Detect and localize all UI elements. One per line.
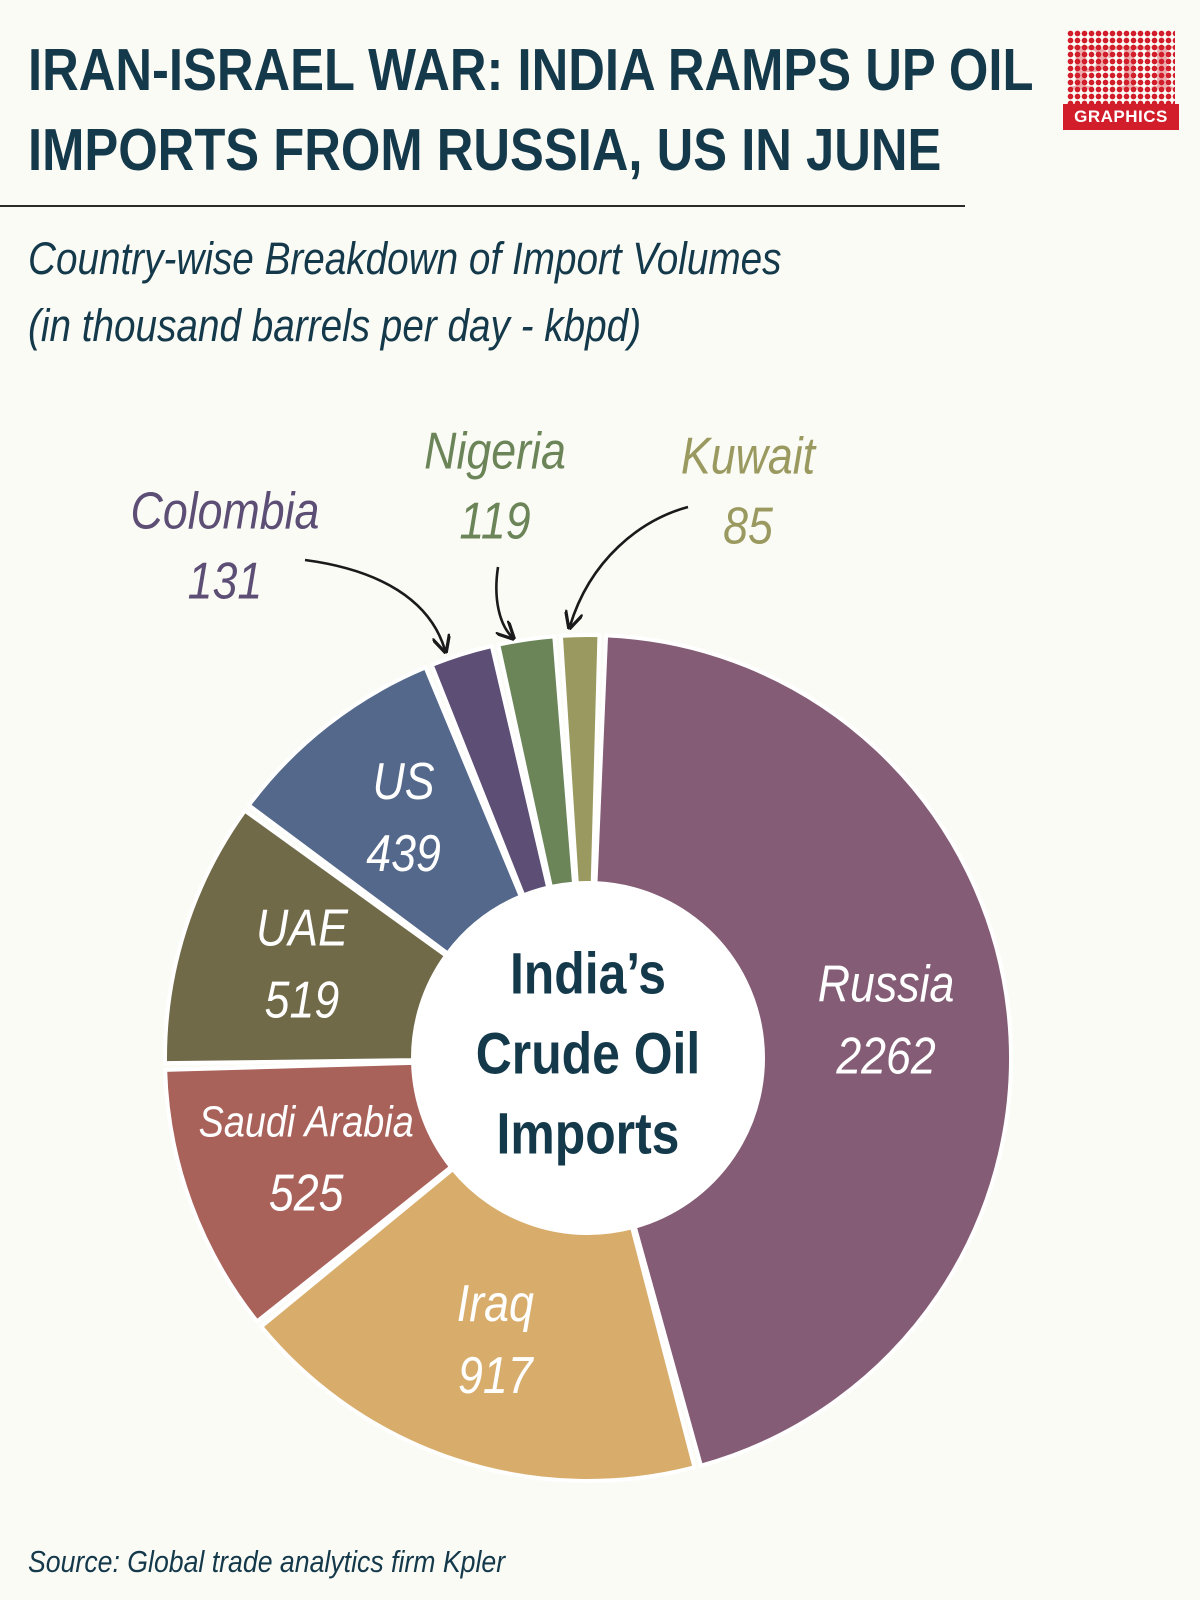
slice-labels: Russia 2262 Iraq 917 Saudi Arabia 525 UAE 519 US… <box>131 423 955 1405</box>
center-label: India’s Crude Oil Imports <box>415 885 761 1231</box>
slice-colombia <box>429 644 551 898</box>
slice-uae <box>163 808 449 1066</box>
center-label-line: India’s <box>510 942 666 1006</box>
chart-subtitle-line2: (in thousand barrels per day - kbpd) <box>28 300 642 351</box>
graphics-badge: GRAPHICS <box>1063 104 1179 130</box>
slice-label-nigeria: Nigeria <box>424 423 566 481</box>
slice-value-nigeria: 119 <box>459 493 530 551</box>
slice-value-kuwait: 85 <box>723 498 774 556</box>
slice-value-colombia: 131 <box>188 553 263 611</box>
slice-russia <box>593 633 1013 1468</box>
slice-value-iraq: 917 <box>458 1347 534 1405</box>
chart-subtitle: Country-wise Breakdown of Import Volumes… <box>28 225 888 359</box>
slice-label-uae: UAE <box>256 899 349 957</box>
title-divider <box>0 205 965 207</box>
source-note: Source: Global trade analytics firm Kple… <box>28 1544 506 1579</box>
callout-arrow-colombia <box>304 558 445 650</box>
slice-value-saudi-arabia: 525 <box>269 1165 345 1223</box>
slice-label-saudi-arabia: Saudi Arabia <box>199 1097 414 1146</box>
pti-graphics-logo: PTI GRAPHICS <box>1063 30 1179 130</box>
slice-label-russia: Russia <box>818 956 955 1014</box>
center-label-line: Crude Oil <box>476 1022 700 1086</box>
chart-subtitle-line1: Country-wise Breakdown of Import Volumes <box>28 233 782 284</box>
callout-arrows <box>304 505 689 650</box>
slice-value-uae: 519 <box>265 971 340 1029</box>
slice-saudi-arabia <box>163 1060 454 1324</box>
slice-iraq <box>259 1167 697 1483</box>
chart-title: IRAN-ISRAEL WAR: INDIA RAMPS UP OIL IMPO… <box>28 30 1033 190</box>
callout-arrow-kuwait <box>570 505 689 626</box>
pti-logo-letters: PTI <box>1068 31 1175 104</box>
slice-label-us: US <box>372 753 434 811</box>
pti-dot-mark <box>1067 30 1175 104</box>
callout-arrow-nigeria <box>495 566 512 637</box>
donut-slices <box>163 633 1013 1483</box>
chart-title-line1: IRAN-ISRAEL WAR: INDIA RAMPS UP OIL <box>28 37 1034 103</box>
slice-value-russia: 2262 <box>835 1028 935 1086</box>
slice-value-us: 439 <box>366 825 441 883</box>
slice-label-kuwait: Kuwait <box>681 428 818 486</box>
slice-us <box>246 665 523 956</box>
slice-label-colombia: Colombia <box>131 483 320 541</box>
slice-kuwait <box>558 633 602 886</box>
center-label-line: Imports <box>497 1102 680 1166</box>
chart-title-line2: IMPORTS FROM RUSSIA, US IN JUNE <box>28 117 942 183</box>
donut-hole <box>415 885 761 1231</box>
slice-label-iraq: Iraq <box>457 1275 534 1333</box>
